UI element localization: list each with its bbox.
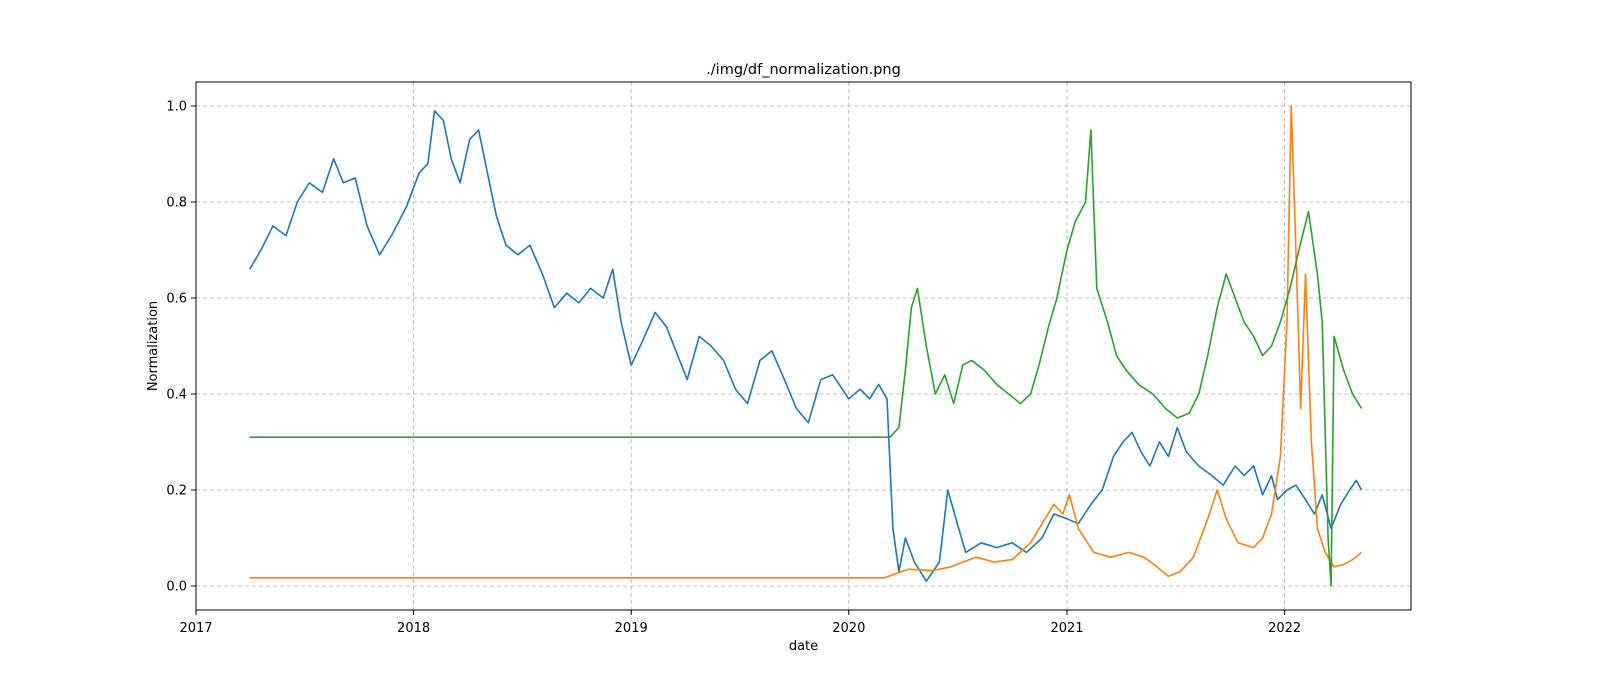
- series-line-1: [249, 110, 1363, 583]
- y-tick-label: 0.2: [166, 484, 187, 499]
- y-tick-label: 0.0: [166, 580, 187, 595]
- x-tick-label: 2020: [832, 621, 865, 636]
- chart-title: ./img/df_normalization.png: [706, 62, 901, 78]
- series-line-2: [249, 105, 1363, 579]
- series-line-3: [249, 129, 1363, 587]
- y-tick-label: 1.0: [166, 100, 187, 115]
- x-tick-label: 2021: [1050, 621, 1083, 636]
- x-tick-label: 2018: [397, 621, 430, 636]
- y-tick-label: 0.6: [166, 292, 187, 307]
- plot-frame: [195, 81, 1412, 611]
- y-tick-label: 0.4: [166, 388, 187, 403]
- axis-ticks: 2017 2018 2019 2020 2021 2022 0.0 0.2 0.4 0.6 0.8 1…: [166, 100, 1301, 637]
- x-tick-label: 2017: [179, 621, 212, 636]
- y-axis-label: Normalization: [146, 301, 161, 391]
- series-group: [249, 105, 1363, 587]
- x-tick-label: 2022: [1268, 621, 1301, 636]
- x-axis-label: date: [789, 639, 818, 654]
- x-tick-label: 2019: [615, 621, 648, 636]
- y-tick-label: 0.8: [166, 196, 187, 211]
